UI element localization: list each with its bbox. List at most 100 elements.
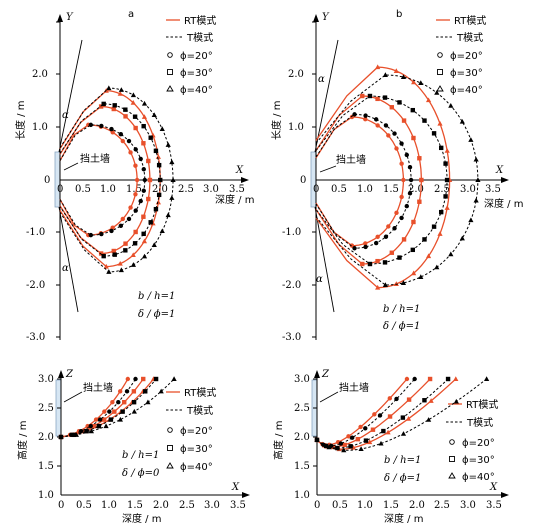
point-b-t-phi40-36 [448, 251, 454, 257]
point-a-rt-phi40-28 [155, 199, 161, 205]
legend-circle-c [167, 427, 173, 433]
point-d-rt-phi30-24 [427, 376, 433, 382]
point-b-t-phi40-39 [434, 264, 440, 270]
point-c-t-phi20-6 [78, 429, 84, 434]
point-b-t-phi20-21 [407, 164, 413, 170]
point-a-t-phi20-45 [99, 231, 104, 237]
point-a-rt-phi30-16 [141, 141, 146, 146]
point-c-t-phi30-15 [120, 409, 125, 414]
point-b-rt-phi30-36 [401, 237, 407, 242]
point-a-t-phi20-24 [142, 177, 148, 183]
point-b-t-phi30-24 [444, 177, 450, 183]
point-a-t-phi30-21 [156, 162, 162, 168]
z-tick-c-2: 2.0 [38, 432, 54, 443]
x-axis-label-a: 深度 / m [215, 193, 254, 206]
point-c-rt-phi30-24 [141, 376, 146, 382]
point-a-t-phi30-12 [141, 123, 146, 129]
point-c-rt-phi30-9 [91, 423, 96, 429]
point-b-rt-phi20-16 [394, 146, 399, 151]
legend-phi30-d: ϕ=30° [462, 455, 495, 466]
point-b-rt-phi30-0 [360, 93, 365, 99]
legend-rt-d: RT模式 [466, 398, 498, 411]
point-b-t-phi20-27 [407, 191, 413, 196]
point-a-t-phi40-48 [106, 269, 112, 274]
point-d-rt-phi20-18 [372, 412, 377, 417]
point-d-rt-phi40-24 [453, 376, 459, 381]
point-b-t-phi20-18 [404, 152, 409, 158]
point-c-t-phi30-21 [143, 389, 148, 394]
x-tick-c-6: 3.0 [204, 500, 220, 511]
y-axis-arrow-a [57, 14, 63, 22]
point-a-t-phi20-15 [133, 147, 138, 152]
point-d-rt-phi40-12 [367, 439, 373, 445]
y-axis-name-b: Y [322, 12, 330, 23]
point-a-t-phi40-27 [169, 195, 175, 200]
param-bh-b: b / h=1 [383, 304, 420, 315]
point-b-t-phi40-15 [459, 118, 465, 124]
wall-label-d: 挡土墙 [339, 381, 369, 394]
point-a-rt-phi20-20 [133, 163, 138, 168]
x-tick-c-4: 2.0 [153, 500, 169, 511]
z-tick-d-0: 1.0 [294, 490, 310, 501]
point-b-t-phi40-0 [382, 72, 388, 77]
point-d-rt-phi30-9 [342, 442, 347, 448]
legend-phi40-a: ϕ=40° [180, 85, 213, 96]
point-a-rt-phi20-32 [128, 205, 133, 210]
param-bh-c: b / h=1 [122, 450, 159, 461]
x-tick-a-3: 1.5 [126, 184, 142, 195]
param-dphi-c: δ / ϕ=0 [122, 468, 160, 479]
point-a-rt-phi30-20 [146, 158, 151, 164]
x-tick-d-7: 3.5 [486, 500, 502, 511]
point-a-t-phi30-30 [153, 206, 159, 212]
point-d-t-phi30-21 [422, 398, 427, 403]
y-tick-marks-a [56, 21, 60, 338]
point-b-rt-phi40-48 [375, 284, 381, 290]
y-tick-b-2: -1.0 [282, 227, 301, 238]
panel-tag-a: a [128, 9, 134, 20]
x-tick-d-2: 1.0 [357, 500, 373, 511]
point-d-rt-phi40-18 [405, 415, 412, 421]
point-b-t-phi40-27 [473, 197, 479, 203]
alpha-line-bottom-a [58, 206, 79, 313]
point-b-t-phi20-9 [383, 123, 389, 128]
point-d-t-phi40-21 [453, 398, 459, 404]
point-d-rt-phi20-24 [404, 376, 410, 382]
point-b-t-phi20-3 [363, 113, 368, 118]
legend-triangle-d [448, 472, 456, 479]
point-b-rt-phi40-20 [444, 148, 450, 153]
point-b-t-phi20-39 [383, 234, 389, 239]
point-a-rt-phi20-24 [134, 177, 140, 183]
point-b-t-phi20-12 [392, 131, 397, 136]
point-a-rt-phi40-40 [130, 252, 136, 258]
legend-phi40-d: ϕ=40° [462, 472, 495, 483]
point-c-t-phi20-12 [97, 417, 103, 422]
legend-circle-b [437, 52, 443, 58]
point-a-t-phi40-45 [118, 267, 124, 273]
y-tick-a-0: -3.0 [26, 332, 45, 343]
z-tick-c-3: 2.5 [38, 403, 54, 414]
y-tick-b-5: 2.0 [288, 69, 304, 80]
panel-tag-b: b [396, 9, 402, 20]
point-d-rt-phi20-15 [358, 424, 363, 430]
point-b-t-phi40-6 [418, 80, 424, 85]
point-a-t-phi30-15 [148, 135, 153, 140]
point-b-rt-phi40-16 [437, 120, 443, 126]
point-b-t-phi30-15 [431, 131, 437, 136]
curve-d-t-phi40 [316, 378, 487, 451]
point-b-t-phi40-48 [382, 282, 388, 287]
alpha-top-a: α [62, 110, 69, 121]
y-axis-name-a: Y [66, 12, 74, 23]
point-d-t-phi40-0 [314, 437, 320, 442]
point-a-t-phi40-39 [141, 253, 148, 259]
point-b-t-phi30-0 [367, 93, 373, 99]
point-d-rt-phi40-15 [385, 429, 391, 435]
point-b-rt-phi40-4 [393, 68, 399, 73]
point-a-rt-phi40-44 [117, 260, 123, 266]
point-b-t-phi20-42 [373, 240, 379, 246]
point-b-rt-phi30-12 [401, 118, 407, 123]
point-a-rt-phi40-8 [130, 100, 136, 105]
point-b-rt-phi40-40 [411, 270, 417, 276]
legend-circle-a [167, 52, 173, 58]
point-b-t-phi40-3 [400, 74, 407, 80]
